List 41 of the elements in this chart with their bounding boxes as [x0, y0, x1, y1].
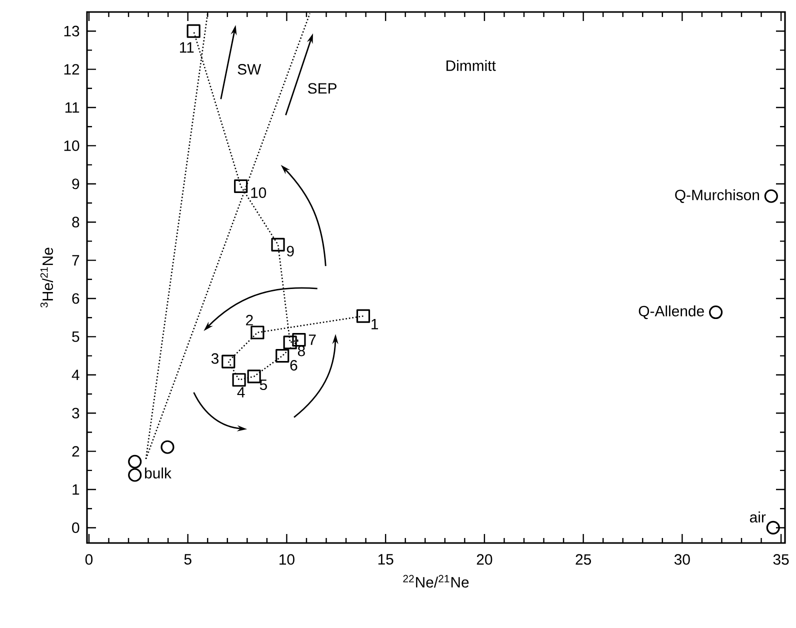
annotation: 3 [211, 353, 219, 364]
annotation: 4 [237, 387, 245, 398]
annotation: 2 [246, 314, 253, 326]
y-tick-label: 11 [65, 102, 80, 113]
y-tick-label: 13 [64, 26, 80, 36]
x-tick-label: 15 [378, 554, 394, 565]
annotation: Q-Allende [638, 305, 704, 320]
x-tick-label: 20 [476, 554, 492, 565]
annotation: 10 [251, 187, 266, 198]
y-tick-label: 10 [64, 140, 80, 151]
y-tick-label: 8 [72, 216, 80, 228]
y-tick-label: 2 [72, 446, 80, 457]
annotation: air [750, 512, 766, 523]
annotation: 6 [290, 360, 298, 371]
annotation: SEP [308, 83, 336, 94]
x-tick-label: 10 [280, 554, 294, 565]
y-tick-label: 0 [72, 522, 80, 534]
x-tick-label: 5 [184, 554, 192, 565]
y-tick-label: 5 [72, 331, 80, 342]
y-tick-label: 1 [72, 484, 80, 495]
x-tick-label: 30 [674, 554, 690, 565]
y-tick-label: 3 [72, 408, 80, 418]
annotation: Q-Murchison [675, 189, 759, 203]
annotation: 1 [372, 318, 378, 330]
annotation: bulk [145, 468, 172, 478]
x-tick-label: 35 [773, 554, 789, 565]
x-axis-title: $^{22}$Ne/$^{21}$Ne [403, 574, 469, 588]
annotation: 7 [308, 334, 316, 345]
y-tick-label: 4 [72, 370, 80, 380]
annotation: 9 [286, 246, 294, 256]
annotation: 5 [260, 380, 267, 390]
x-tick-label: 25 [576, 554, 592, 565]
annotation: SW [238, 64, 262, 75]
x-tick-label: 0 [85, 554, 93, 565]
y-tick-label: 12 [64, 64, 80, 75]
y-tick-label: 6 [72, 293, 80, 304]
annotation: Dimmitt [446, 60, 496, 71]
y-tick-label: 7 [72, 255, 80, 266]
y-axis-title: $^{3}$He/$^{21}$Ne [40, 248, 54, 308]
y-tick-label: 9 [72, 178, 80, 190]
annotation: 11 [180, 42, 194, 53]
